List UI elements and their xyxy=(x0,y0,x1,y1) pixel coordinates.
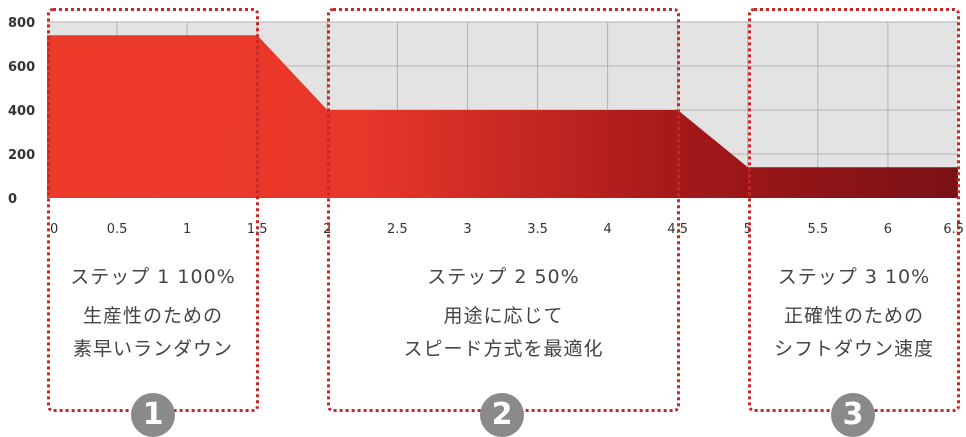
step-3-description: 正確性のための シフトダウン速度 xyxy=(751,300,957,366)
x-tick-label: 5 xyxy=(744,222,752,237)
step-1-box: ステップ 1 100% 生産性のための 素早いランダウン xyxy=(47,8,259,412)
step-1-description-line-1: 生産性のための xyxy=(82,305,223,327)
step-2-box: ステップ 2 50% 用途に応じて スピード方式を最適化 xyxy=(327,8,680,412)
y-tick-label: 800 xyxy=(8,16,35,31)
speed-area-series xyxy=(47,35,958,199)
step-3-box: ステップ 3 10% 正確性のための シフトダウン速度 xyxy=(748,8,960,412)
x-tick-label: 5.5 xyxy=(808,222,829,237)
step-2-number-badge: 2 xyxy=(480,393,524,437)
y-tick-label: 0 xyxy=(8,192,17,207)
step-1-description-line-2: 素早いランダウン xyxy=(72,338,233,360)
step-2-description-line-2: スピード方式を最適化 xyxy=(403,338,604,360)
step-1-title: ステップ 1 100% xyxy=(70,266,236,288)
x-tick-label: 3.5 xyxy=(527,222,548,237)
y-tick-label: 600 xyxy=(8,60,35,75)
y-tick-label: 200 xyxy=(8,148,35,163)
x-tick-label: 0 xyxy=(50,222,58,237)
x-tick-label: 0.5 xyxy=(107,222,128,237)
step-1-description: 生産性のための 素早いランダウン xyxy=(50,300,256,366)
step-3-number-badge: 3 xyxy=(831,393,875,437)
step-2-description: 用途に応じて スピード方式を最適化 xyxy=(330,300,677,366)
x-tick-label: 1 xyxy=(183,222,191,237)
step-2-description-line-1: 用途に応じて xyxy=(443,305,564,327)
step-3-title: ステップ 3 10% xyxy=(777,266,931,288)
step-3-description-line-1: 正確性のための xyxy=(783,305,924,327)
x-tick-label: 4 xyxy=(603,222,611,237)
x-tick-label: 6 xyxy=(884,222,892,237)
y-tick-label: 400 xyxy=(8,104,35,119)
step-2-title: ステップ 2 50% xyxy=(427,266,580,288)
x-tick-label: 3 xyxy=(463,222,471,237)
x-tick-label: 2.5 xyxy=(387,222,408,237)
step-1-number-badge: 1 xyxy=(131,393,175,437)
step-3-description-line-2: シフトダウン速度 xyxy=(773,338,934,360)
